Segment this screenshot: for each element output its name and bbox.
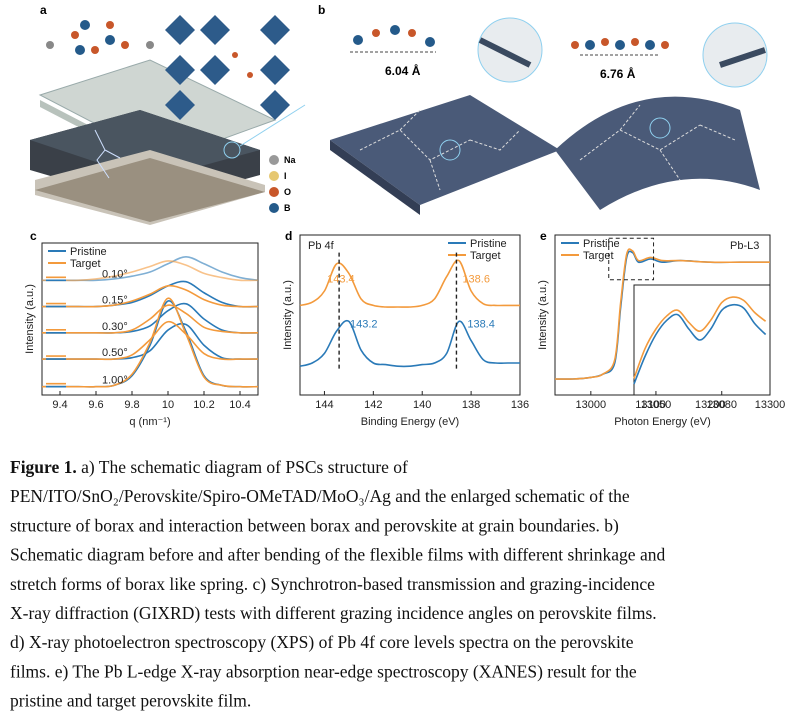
legend-label: Target	[583, 250, 614, 262]
peak-label: 138.6	[462, 274, 490, 286]
caption-line: Figure 1. a) The schematic diagram of PS…	[10, 457, 408, 477]
panel-label: a	[40, 3, 47, 17]
x-axis-label: q (nm⁻¹)	[129, 416, 170, 428]
x-tick-label: 144	[315, 399, 333, 411]
caption-line: pristine and target perovskite film.	[10, 691, 251, 711]
distance-label: 6.04 Å	[385, 63, 421, 78]
peak-label: 138.4	[467, 318, 495, 330]
caption-line: Schematic diagram before and after bendi…	[10, 545, 665, 565]
angle-label: 0.10°	[102, 268, 128, 280]
data-line	[633, 296, 767, 379]
x-tick-label: 13200	[695, 399, 726, 411]
x-tick-label: 9.4	[52, 399, 67, 411]
x-axis-label: Binding Energy (eV)	[361, 416, 459, 428]
peak-label: 143.4	[327, 274, 355, 286]
data-line	[299, 259, 520, 308]
data-line	[41, 284, 259, 308]
x-tick-label: 142	[364, 399, 382, 411]
legend-label: Target	[70, 258, 101, 270]
x-tick-label: 140	[413, 399, 431, 411]
data-line	[41, 320, 258, 361]
data-line	[554, 248, 770, 380]
panel-label: b	[318, 3, 325, 17]
x-tick-label: 13050	[641, 399, 672, 411]
data-line	[42, 297, 259, 388]
caption-line: d) X-ray photoelectron spectroscopy (XPS…	[10, 632, 634, 652]
data-line	[633, 303, 767, 385]
x-tick-label: 9.8	[124, 399, 139, 411]
panel-label: c	[30, 229, 37, 243]
caption-line: films. e) The Pb L-edge X-ray absorption…	[10, 661, 637, 681]
angle-label: 0.30°	[102, 321, 128, 333]
plot-frame	[299, 234, 521, 396]
x-tick-label: 9.6	[88, 399, 103, 411]
data-line	[41, 304, 259, 334]
chart-title: Pb-L3	[730, 240, 759, 252]
caption-line: PEN/ITO/SnO₂/Perovskite/Spiro-OMeTAD/MoO…	[10, 486, 630, 506]
angle-label: 0.50°	[102, 347, 128, 359]
device-illustration	[30, 15, 306, 225]
chart-title: Pb 4f	[308, 240, 335, 252]
caption-label: Figure 1.	[10, 457, 77, 477]
legend-label: Pristine	[583, 238, 620, 250]
x-tick-label: 10.2	[193, 399, 214, 411]
caption-line: X-ray diffraction (GIXRD) tests with dif…	[10, 603, 657, 623]
x-tick-label: 10.4	[229, 399, 250, 411]
element-label: Na	[284, 155, 296, 165]
legend-label: Target	[470, 250, 501, 262]
legend-label: Pristine	[470, 238, 507, 250]
peak-label: 143.2	[350, 318, 378, 330]
x-axis-label: Photon Energy (eV)	[614, 416, 711, 428]
y-axis-label: Intensity (a.u.)	[24, 284, 36, 354]
y-axis-label: Intensity (a.u.)	[537, 280, 549, 350]
element-label: O	[284, 187, 291, 197]
distance-label: 6.76 Å	[600, 66, 636, 81]
angle-label: 1.00°	[102, 375, 128, 387]
panel-label: e	[540, 229, 547, 243]
caption-text: a) The schematic diagram of PSCs structu…	[77, 457, 408, 477]
x-tick-label: 136	[511, 399, 529, 411]
caption-line: structure of borax and interaction betwe…	[10, 515, 619, 535]
data-line	[299, 319, 520, 368]
y-axis-label: Intensity (a.u.)	[282, 280, 294, 350]
legend-label: Pristine	[70, 246, 107, 258]
x-tick-label: 10	[162, 399, 174, 411]
element-label: B	[284, 203, 291, 213]
angle-label: 0.15°	[102, 295, 128, 307]
x-tick-label: 13000	[576, 399, 607, 411]
zoom-box	[608, 237, 655, 281]
x-tick-label: 138	[462, 399, 480, 411]
element-label: I	[284, 171, 287, 181]
x-tick-label: 13100	[635, 399, 666, 411]
panel-label: d	[285, 229, 292, 243]
film-illustration	[330, 17, 768, 215]
x-tick-label: 13080	[706, 399, 737, 411]
x-tick-label: 13300	[755, 399, 785, 411]
data-line	[42, 260, 259, 282]
caption-line: stretch forms of borax like spring. c) S…	[10, 574, 655, 594]
